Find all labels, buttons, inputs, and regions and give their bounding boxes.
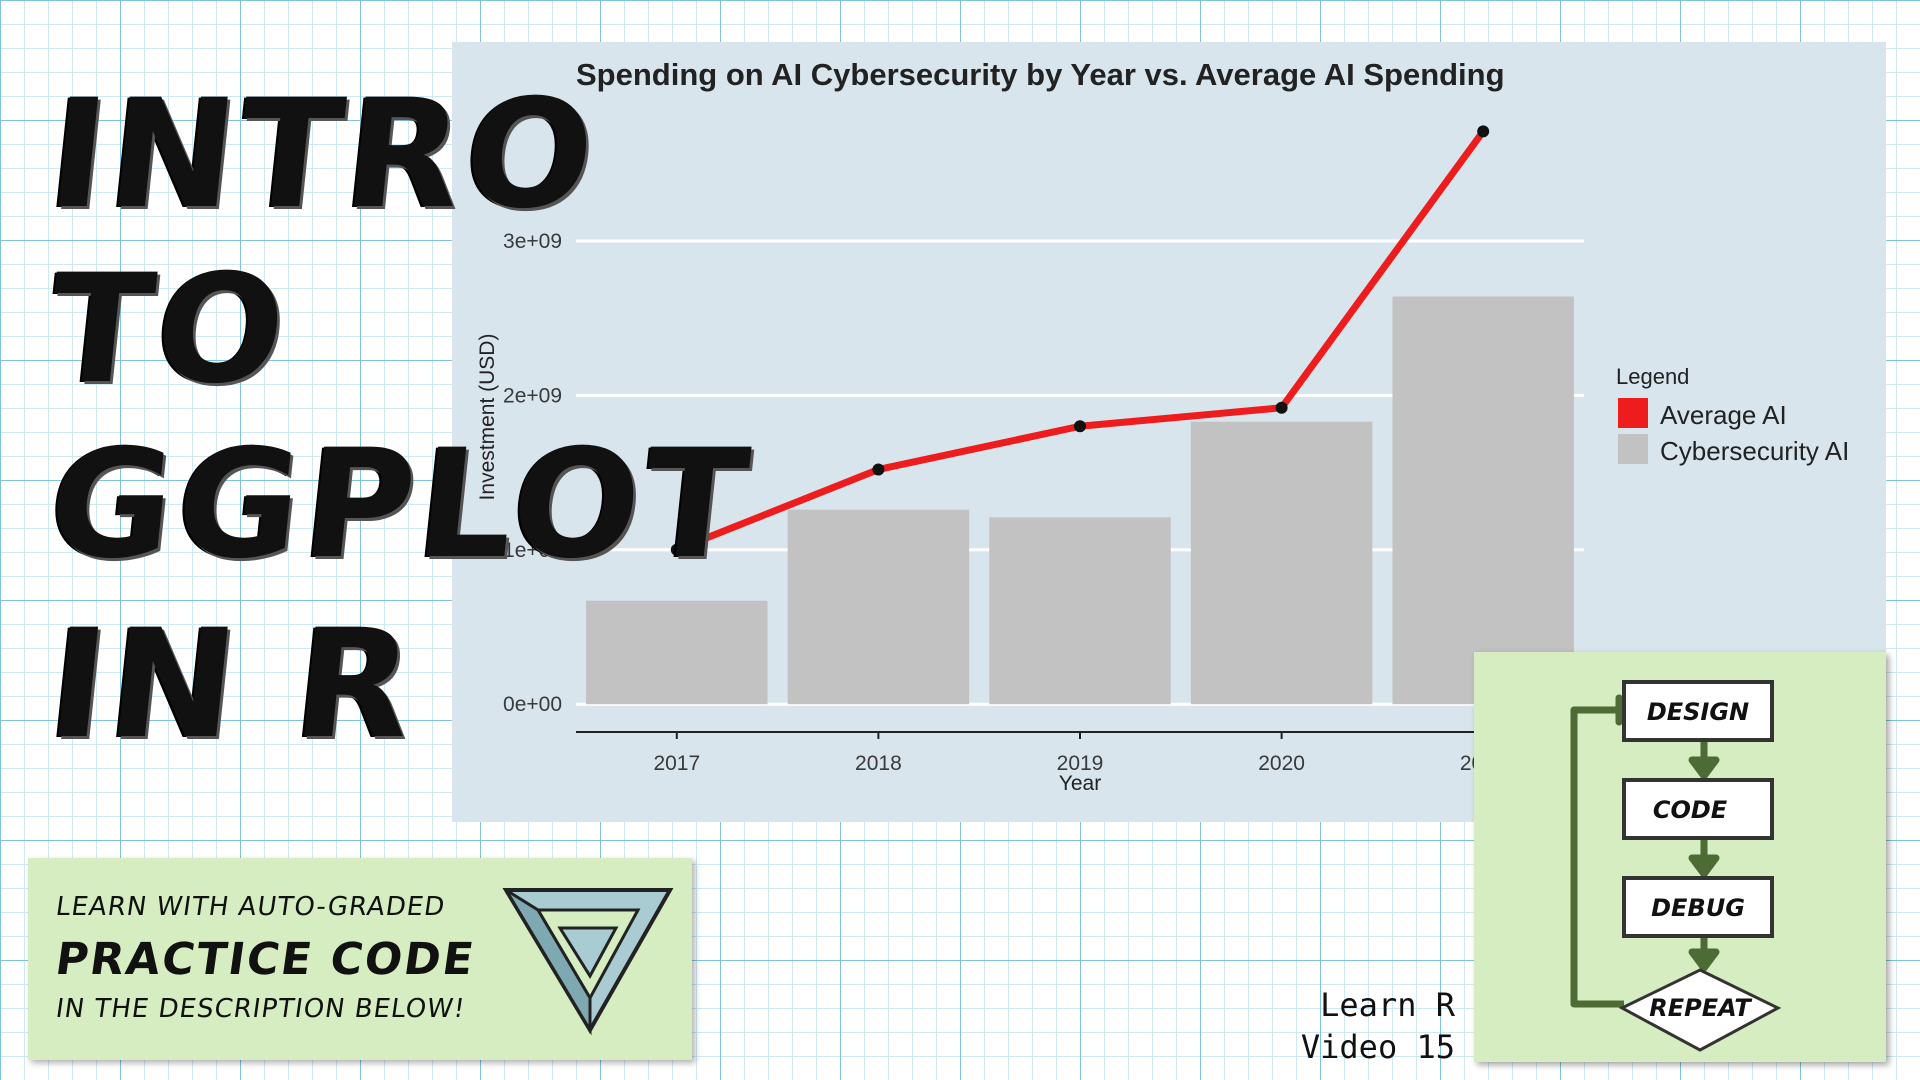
practice-line-description: IN THE DESCRIPTION BELOW! bbox=[53, 994, 468, 1024]
dev-cycle-panel: DESIGN CODE DEBUG REPEAT bbox=[1474, 652, 1886, 1062]
bar-2019 bbox=[989, 517, 1171, 705]
code-box bbox=[1622, 778, 1774, 840]
x-axis-title: Year bbox=[1059, 772, 1101, 795]
design-box bbox=[1622, 680, 1774, 742]
average-ai-point-2020 bbox=[1275, 401, 1288, 414]
cycle-step-repeat: REPEAT bbox=[1649, 994, 1752, 1022]
arrow-down-icon bbox=[1688, 756, 1720, 780]
y-tick-label: 2e+09 bbox=[503, 384, 562, 407]
cycle-step-code: CODE bbox=[1653, 796, 1728, 824]
cycle-step-debug: DEBUG bbox=[1651, 894, 1745, 922]
title-line-intro: INTRO bbox=[40, 68, 606, 242]
legend-key-average-ai bbox=[1618, 398, 1648, 428]
bar-2020 bbox=[1190, 421, 1373, 705]
cycle-step-design: DESIGN bbox=[1647, 698, 1749, 726]
arrow-down-icon bbox=[1688, 854, 1720, 878]
video-label-course: Learn R bbox=[1320, 986, 1455, 1024]
title-line-to: TO bbox=[40, 243, 297, 417]
arrow-down-icon bbox=[1688, 948, 1720, 972]
y-tick-label: 0e+00 bbox=[503, 693, 562, 716]
x-tick-label: 2020 bbox=[1258, 752, 1305, 775]
average-ai-point-2018 bbox=[872, 463, 885, 476]
x-tick-label: 2019 bbox=[1057, 752, 1104, 775]
legend-label-average-ai: Average AI bbox=[1660, 400, 1787, 430]
title-line-ggplot: GGPLOT bbox=[40, 418, 760, 592]
y-tick-label: 3e+09 bbox=[503, 230, 562, 253]
video-label: Learn R Video 15 bbox=[1290, 984, 1455, 1068]
x-tick-label: 2018 bbox=[855, 752, 902, 775]
dev-cycle-diagram: DESIGN CODE DEBUG REPEAT bbox=[1570, 680, 1782, 1052]
bar-2021 bbox=[1392, 296, 1574, 705]
chart-svg: Spending on AI Cybersecurity by Year vs.… bbox=[476, 57, 1849, 795]
penrose-triangle-icon bbox=[502, 888, 674, 1036]
bar-2018 bbox=[787, 509, 970, 705]
practice-line-code: PRACTICE CODE bbox=[52, 934, 479, 985]
x-tick-label: 2017 bbox=[653, 752, 700, 775]
legend-title: Legend bbox=[1616, 364, 1689, 389]
loop-back-arrow bbox=[1570, 706, 1624, 1008]
y-axis-title: Investment (USD) bbox=[476, 334, 499, 501]
average-ai-point-2021 bbox=[1477, 125, 1490, 138]
average-ai-point-2017 bbox=[670, 543, 683, 556]
average-ai-point-2019 bbox=[1074, 420, 1086, 433]
practice-code-banner[interactable]: LEARN WITH AUTO-GRADED PRACTICE CODE IN … bbox=[28, 858, 692, 1060]
bar-2017 bbox=[586, 600, 768, 705]
title-line-in-r: IN R bbox=[40, 598, 425, 772]
chart-panel: Spending on AI Cybersecurity by Year vs.… bbox=[452, 42, 1886, 822]
legend: Legend Average AI Cybersecurity AI bbox=[1616, 364, 1849, 466]
legend-key-cybersecurity-ai bbox=[1618, 434, 1648, 464]
repeat-diamond bbox=[1618, 968, 1782, 1052]
video-label-number: Video 15 bbox=[1300, 1028, 1455, 1066]
y-tick-label: 1e+09 bbox=[503, 539, 562, 562]
legend-label-cybersecurity-ai: Cybersecurity AI bbox=[1660, 436, 1849, 466]
practice-line-learn: LEARN WITH AUTO-GRADED bbox=[53, 892, 448, 922]
debug-box bbox=[1622, 876, 1774, 938]
chart-title: Spending on AI Cybersecurity by Year vs.… bbox=[576, 57, 1505, 92]
